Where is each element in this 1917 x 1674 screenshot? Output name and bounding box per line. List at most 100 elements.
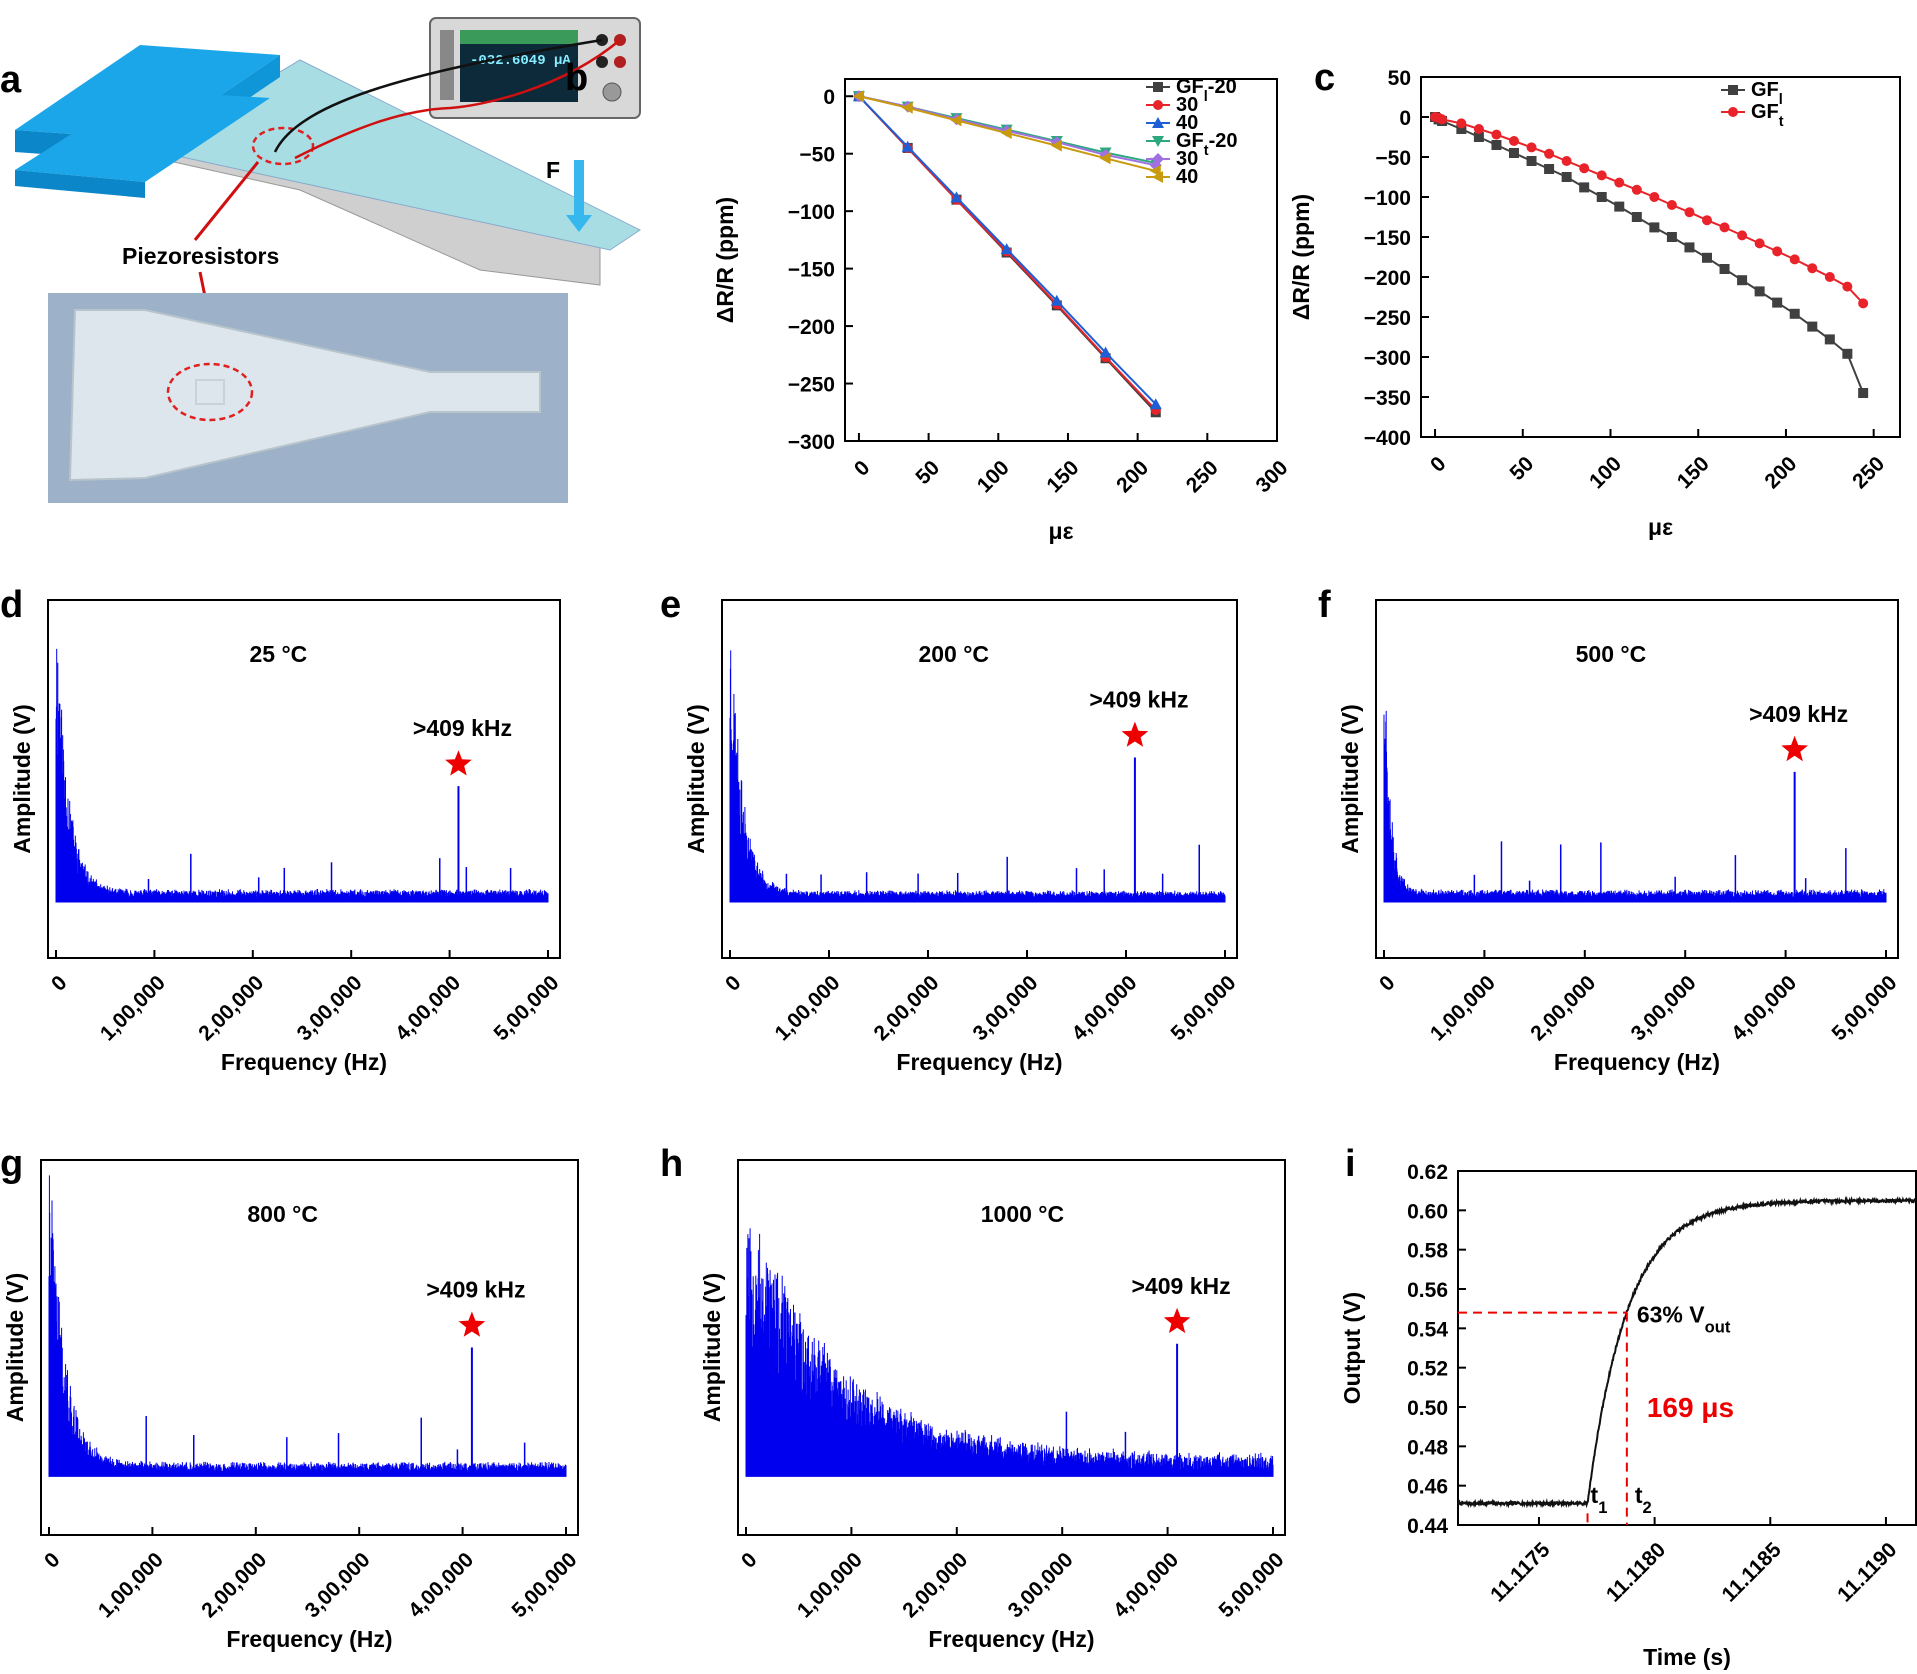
- data-point-b-5-2: [950, 114, 962, 127]
- data-point-b-2-1: [901, 140, 914, 152]
- x-tick-label-b-0: 0: [850, 456, 875, 481]
- multimeter-left-buttons: [440, 30, 454, 100]
- peak-star-h: [1163, 1307, 1191, 1334]
- x-axis-label-h: Frequency (Hz): [928, 1626, 1094, 1652]
- x-tick-label-f-0: 0: [1375, 971, 1400, 996]
- y-tick-label-b-3: −150: [788, 259, 835, 282]
- panel-label-c: c: [1314, 57, 1335, 99]
- peak-star-d: [445, 750, 472, 776]
- x-tick-label-e-4: 4,00,000: [1067, 971, 1141, 1045]
- data-point-b-5-1: [901, 101, 913, 114]
- data-point-c-0-23: [1807, 321, 1818, 332]
- y-axis-label-f: Amplitude (V): [1337, 704, 1363, 854]
- series-line-c-0: [1434, 116, 1865, 394]
- y-axis-label-b: ΔR/R (ppm): [712, 197, 738, 323]
- data-point-c-1-3: [1456, 118, 1467, 129]
- t1-label: t1: [1591, 1482, 1608, 1517]
- x-tick-label-i-2: 11.1185: [1718, 1538, 1787, 1607]
- data-point-c-0-17: [1701, 252, 1712, 263]
- data-point-c-1-5: [1491, 129, 1502, 140]
- y-tick-label-i-1: 0.46: [1407, 1476, 1448, 1499]
- plot-frame-h: [737, 1159, 1286, 1536]
- x-tick-label-c-3: 150: [1673, 452, 1714, 493]
- y-axis-label-e: Amplitude (V): [683, 704, 709, 854]
- data-point-c-1-11: [1596, 170, 1607, 181]
- x-tick-label-g-5: 5,00,000: [507, 1548, 581, 1622]
- panel-label-g: g: [0, 1143, 23, 1185]
- y-tick-label-i-6: 0.56: [1407, 1279, 1448, 1302]
- x-tick-label-f-5: 5,00,000: [1827, 971, 1901, 1045]
- data-point-c-0-24: [1824, 334, 1835, 345]
- legend-label-c-0: GFl: [1751, 79, 1783, 108]
- data-point-b-5-5: [1099, 152, 1111, 165]
- panel-i-chart: i 0.44 0.46 0.48 0.50 0.52 0.54 0.56 0.58 0.60 0.6…: [1339, 1143, 1917, 1670]
- data-point-b-5-4: [1050, 139, 1062, 152]
- callout-line-beam: [193, 161, 260, 241]
- multimeter-screen-header: [460, 30, 578, 44]
- y-axis-label-g: Amplitude (V): [2, 1273, 28, 1423]
- x-tick-label-b-4: 200: [1112, 456, 1153, 497]
- x-tick-label-e-3: 3,00,000: [968, 971, 1042, 1045]
- y-tick-label-c-4: −150: [1364, 227, 1411, 250]
- x-axis-label-b: με: [1049, 518, 1074, 544]
- y-tick-label-i-8: 0.60: [1407, 1200, 1448, 1223]
- data-point-c-1-24: [1824, 272, 1835, 282]
- y-axis-label-c: ΔR/R (ppm): [1288, 194, 1314, 320]
- x-axis-label-f: Frequency (Hz): [1554, 1049, 1720, 1075]
- y-tick-label-c-0: 50: [1388, 67, 1411, 90]
- data-point-c-0-22: [1789, 308, 1800, 319]
- force-label: F: [546, 157, 560, 183]
- panel-label-e: e: [660, 584, 681, 626]
- annotation-response-time: 169 μs: [1647, 1392, 1734, 1423]
- x-tick-label-g-4: 4,00,000: [404, 1548, 478, 1622]
- x-tick-label-f-4: 4,00,000: [1727, 971, 1801, 1045]
- peak-annotation-d: >409 kHz: [413, 715, 512, 741]
- legend-label-b-4: 30: [1176, 148, 1198, 170]
- peak-annotation-g: >409 kHz: [426, 1277, 525, 1303]
- chart-title-e: 200 °C: [918, 641, 989, 667]
- data-point-c-1-20: [1754, 238, 1765, 249]
- x-tick-label-e-2: 2,00,000: [869, 971, 943, 1045]
- data-point-c-0-4: [1473, 132, 1484, 142]
- panel-c-chart: c 50 0 −50 −100 −150 −200 −250 −300 −350 −400 0 50 10…: [1288, 57, 1901, 540]
- y-axis-label-h: Amplitude (V): [699, 1273, 725, 1423]
- data-point-c-0-12: [1614, 201, 1625, 212]
- y-tick-label-c-7: −300: [1364, 347, 1411, 370]
- data-point-c-0-19: [1737, 275, 1748, 286]
- x-tick-label-g-2: 2,00,000: [197, 1548, 271, 1622]
- piezoresistor-circle-beam: [251, 126, 315, 166]
- x-tick-label-d-0: 0: [47, 971, 72, 996]
- panel-label-d: d: [0, 584, 23, 626]
- legend-marker-b-1: [1153, 100, 1163, 110]
- x-tick-label-h-4: 4,00,000: [1109, 1548, 1183, 1622]
- legend-label-b-5: 40: [1176, 166, 1198, 188]
- x-tick-label-b-3: 150: [1042, 456, 1083, 497]
- force-arrow-shaft: [574, 160, 584, 218]
- x-tick-label-d-1: 1,00,000: [96, 971, 170, 1045]
- legend-marker-b-0: [1153, 82, 1163, 92]
- chart-title-f: 500 °C: [1576, 641, 1647, 667]
- y-tick-label-i-9: 0.62: [1407, 1161, 1448, 1184]
- data-point-c-1-4: [1473, 124, 1484, 134]
- peak-star-g: [458, 1311, 486, 1337]
- x-tick-label-c-1: 50: [1506, 452, 1539, 485]
- spectrum-trace-d: [55, 648, 549, 903]
- data-point-c-1-2: [1437, 114, 1448, 125]
- data-point-c-0-7: [1526, 156, 1537, 166]
- y-tick-label-c-3: −100: [1364, 187, 1411, 210]
- response-trace-i: [1457, 1195, 1917, 1509]
- y-tick-label-c-1: 0: [1399, 107, 1411, 130]
- plot-frame-c: [1420, 76, 1901, 438]
- panel-e-chart: e 0 1,00,000 2,00,000 3,00,000 4,00,000 5,00,0…: [660, 584, 1241, 1075]
- plot-frame-e: [721, 599, 1238, 959]
- plot-frame-g: [40, 1159, 579, 1536]
- data-point-b-5-0: [852, 90, 864, 103]
- data-point-c-0-9: [1561, 172, 1572, 182]
- data-point-c-1-18: [1719, 222, 1730, 233]
- legend-marker-b-5: [1152, 171, 1163, 183]
- y-tick-label-i-5: 0.54: [1407, 1318, 1448, 1341]
- y-tick-label-b-1: −50: [799, 144, 835, 167]
- x-tick-label-c-0: 0: [1426, 452, 1451, 477]
- chart-title-d: 25 °C: [250, 641, 308, 667]
- x-tick-label-h-0: 0: [737, 1548, 762, 1573]
